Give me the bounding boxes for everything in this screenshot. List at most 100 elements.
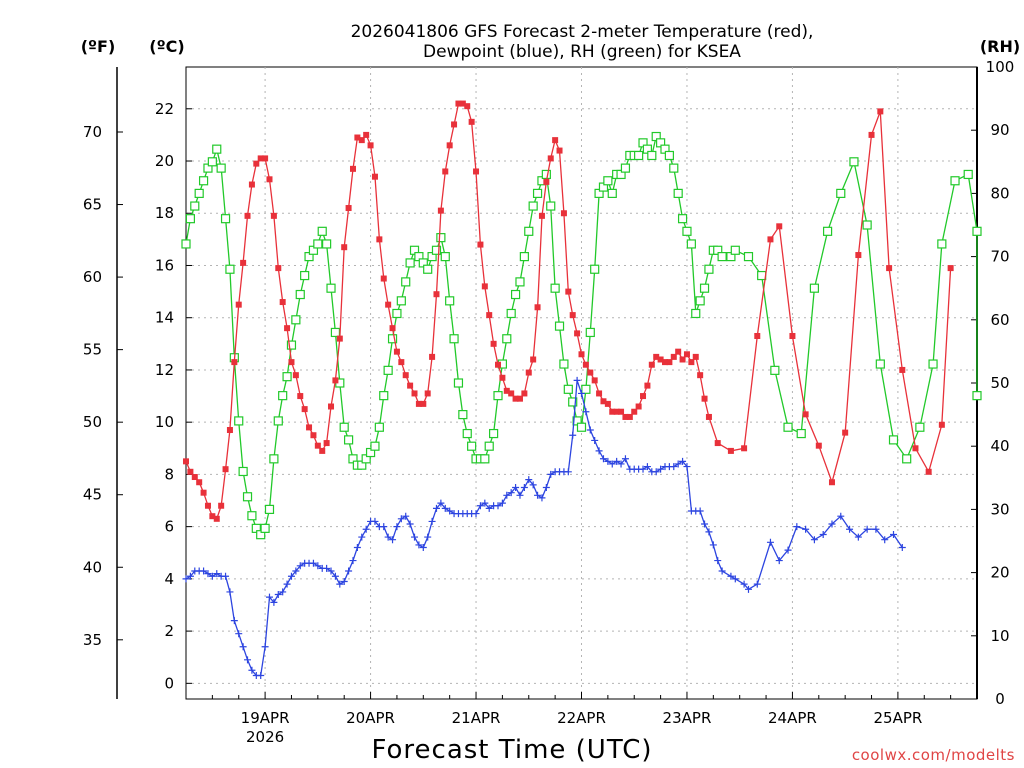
dewpoint-point — [283, 580, 291, 588]
temperature-point — [495, 361, 502, 368]
dewpoint-point — [393, 523, 401, 531]
fahrenheit-unit-label: (ºF) — [81, 37, 116, 56]
temperature-point — [556, 147, 563, 154]
temperature-point — [262, 155, 269, 162]
rh-point — [963, 169, 973, 180]
temperature-point — [596, 390, 603, 397]
dewpoint-point — [810, 536, 818, 544]
temperature-point — [925, 468, 932, 475]
x-axis-label: Forecast Time (UTC) — [371, 735, 652, 765]
dewpoint-point — [547, 470, 555, 478]
dewpoint-point — [674, 460, 682, 468]
temperature-point — [345, 205, 352, 212]
temperature-point — [209, 513, 216, 520]
dewpoint-point — [837, 512, 845, 520]
rh-point — [519, 252, 529, 262]
temperature-point — [279, 299, 286, 306]
rh-axis-ticks: 0 10 20 30 40 50 60 70 80 90 100 — [971, 58, 1014, 708]
rh-point — [888, 435, 899, 445]
temperature-point — [310, 432, 317, 439]
temperature-point — [191, 474, 198, 481]
dewpoint-point — [274, 591, 282, 599]
temperature-point — [842, 429, 849, 436]
fahrenheit-tick-label: 70 — [83, 123, 102, 141]
temperature-point — [679, 356, 686, 363]
dewpoint-point — [432, 504, 440, 512]
temperature-point — [560, 210, 567, 217]
dewpoint-point — [639, 465, 647, 473]
dewpoint-point — [424, 533, 432, 541]
temperature-point — [367, 142, 374, 149]
rh-point — [704, 264, 714, 274]
temperature-point — [213, 515, 220, 522]
dewpoint-point — [327, 567, 335, 575]
dewpoint-point — [230, 617, 238, 625]
series-2 — [181, 131, 982, 540]
temperature-point — [266, 176, 273, 183]
rh-point — [699, 283, 710, 293]
temperature-point — [604, 400, 611, 407]
dewpoint-point — [591, 436, 599, 444]
rh-point — [480, 454, 490, 464]
rh-tick-label: 80 — [990, 184, 1009, 202]
x-tick-label: 24APR — [768, 709, 817, 727]
temperature-point — [508, 390, 515, 397]
temperature-point — [640, 393, 647, 400]
series-1 — [182, 376, 906, 679]
temperature-point — [451, 121, 458, 128]
temperature-point — [363, 131, 370, 138]
dewpoint-point — [494, 502, 502, 510]
series-0 — [183, 100, 954, 522]
rh-point — [198, 176, 209, 186]
rh-point — [950, 176, 960, 186]
rh-point — [269, 454, 279, 464]
temperature-point — [670, 353, 677, 360]
dewpoint-point — [265, 593, 273, 601]
temperature-point — [464, 103, 471, 110]
rh-point — [401, 277, 411, 287]
celsius-tick-label: 6 — [164, 518, 174, 536]
temperature-point — [398, 359, 405, 366]
rh-tick-label: 20 — [990, 564, 1009, 582]
rh-point — [902, 454, 912, 464]
rh-point — [326, 283, 336, 293]
rh-point — [528, 201, 538, 211]
temperature-point — [371, 173, 378, 180]
rh-point — [576, 422, 587, 432]
dewpoint-point — [186, 572, 194, 580]
rh-point — [620, 163, 631, 173]
dewpoint-point — [714, 557, 722, 565]
celsius-tick-label: 10 — [155, 413, 174, 431]
temperature-point — [446, 142, 453, 149]
rh-point — [278, 391, 288, 401]
rh-tick-label: 70 — [990, 248, 1009, 266]
dewpoint-point — [512, 483, 520, 491]
dewpoint-point — [784, 546, 792, 554]
temperature-point — [393, 348, 400, 355]
dewpoint-point — [828, 520, 836, 528]
dewpoint-point — [222, 572, 230, 580]
dewpoint-point — [384, 533, 392, 541]
dewpoint-point — [727, 572, 735, 580]
dewpoint-point — [890, 530, 898, 538]
rh-point — [423, 264, 433, 274]
temperature-point — [574, 330, 581, 337]
temperature-point — [547, 155, 554, 162]
rh-point — [546, 201, 556, 211]
temperature-point — [644, 382, 651, 389]
dewpoint-point — [819, 530, 827, 538]
fahrenheit-tick-label: 45 — [83, 486, 102, 504]
rh-tick-label: 50 — [990, 374, 1009, 392]
rh-point — [822, 226, 833, 236]
temperature-point — [442, 168, 449, 175]
dewpoint-point — [657, 465, 665, 473]
dewpoint-point — [898, 544, 906, 552]
temperature-point — [490, 340, 497, 347]
temperature-point — [204, 502, 211, 509]
temperature-point — [741, 445, 748, 452]
rh-point — [554, 321, 565, 331]
rh-point — [673, 188, 683, 198]
fahrenheit-tick-label: 35 — [83, 631, 102, 649]
celsius-tick-label: 16 — [155, 256, 174, 274]
